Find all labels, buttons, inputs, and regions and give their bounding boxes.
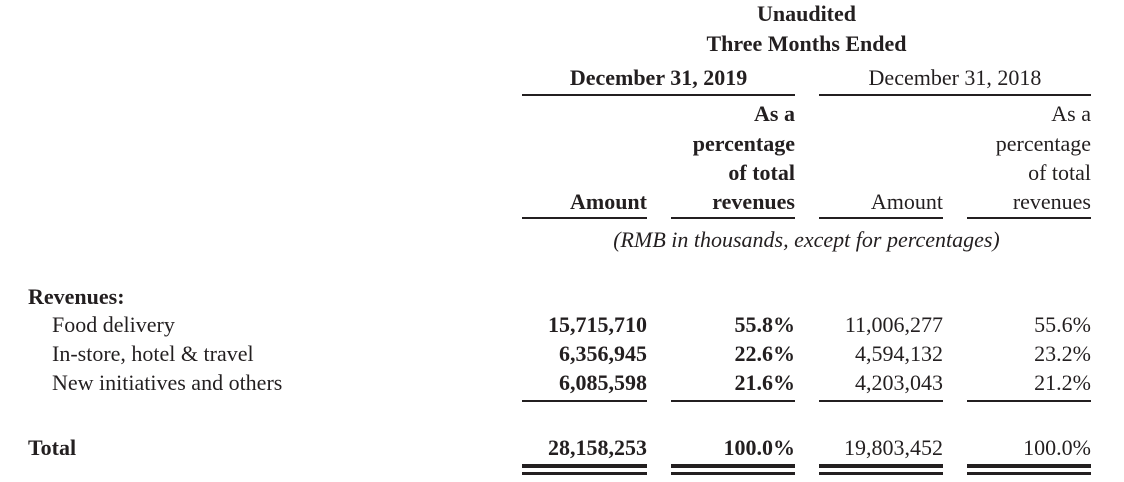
header-period-2018: December 31, 2018 [868, 65, 1042, 90]
rule [671, 400, 795, 402]
rule [522, 217, 647, 219]
col-amount-2018: Amount [870, 189, 943, 214]
col-pct-2018: percentage [995, 131, 1091, 156]
col-pct-2019: revenues [712, 189, 795, 214]
pct-2018: 21.2% [1034, 370, 1091, 395]
amount-2018: 11,006,277 [844, 312, 943, 337]
col-pct-2018: As a [1051, 101, 1091, 126]
total-label: Total [28, 435, 77, 460]
rule [819, 400, 943, 402]
header-period-2019: December 31, 2019 [569, 65, 748, 90]
header-three-months: Three Months Ended [706, 31, 907, 56]
amount-2019: 6,085,598 [559, 370, 647, 395]
pct-2019: 22.6% [734, 341, 796, 366]
double-rule [967, 464, 1091, 475]
rule [819, 94, 1091, 96]
total-pct-2019: 100.0% [723, 435, 796, 460]
total-amount-2019: 28,158,253 [548, 435, 647, 460]
col-amount-2019: Amount [569, 189, 647, 214]
col-pct-2018: revenues [1012, 189, 1091, 214]
units-note: (RMB in thousands, except for percentage… [613, 227, 1000, 252]
row-label: Food delivery [52, 312, 175, 337]
amount-2019: 6,356,945 [559, 341, 647, 366]
rule [819, 217, 943, 219]
rule [967, 217, 1091, 219]
pct-2019: 21.6% [734, 370, 796, 395]
col-pct-2019: of total [728, 160, 795, 185]
col-pct-2018: of total [1028, 160, 1091, 185]
total-pct-2018: 100.0% [1023, 435, 1091, 460]
section-revenues: Revenues: [28, 284, 125, 309]
double-rule [522, 464, 647, 475]
header-unaudited: Unaudited [756, 1, 857, 26]
total-amount-2018: 19,803,452 [844, 435, 943, 460]
rule [671, 217, 795, 219]
pct-2018: 55.6% [1034, 312, 1091, 337]
pct-2018: 23.2% [1034, 341, 1091, 366]
row-label: New initiatives and others [52, 370, 283, 395]
double-rule [671, 464, 795, 475]
rule [522, 94, 795, 96]
col-pct-2019: As a [754, 101, 795, 126]
pct-2019: 55.8% [734, 312, 796, 337]
col-pct-2019: percentage [692, 131, 795, 156]
amount-2018: 4,594,132 [855, 341, 943, 366]
row-label: In-store, hotel & travel [52, 341, 254, 366]
rule [967, 400, 1091, 402]
rule [522, 400, 647, 402]
double-rule [819, 464, 943, 475]
amount-2018: 4,203,043 [855, 370, 943, 395]
amount-2019: 15,715,710 [548, 312, 647, 337]
